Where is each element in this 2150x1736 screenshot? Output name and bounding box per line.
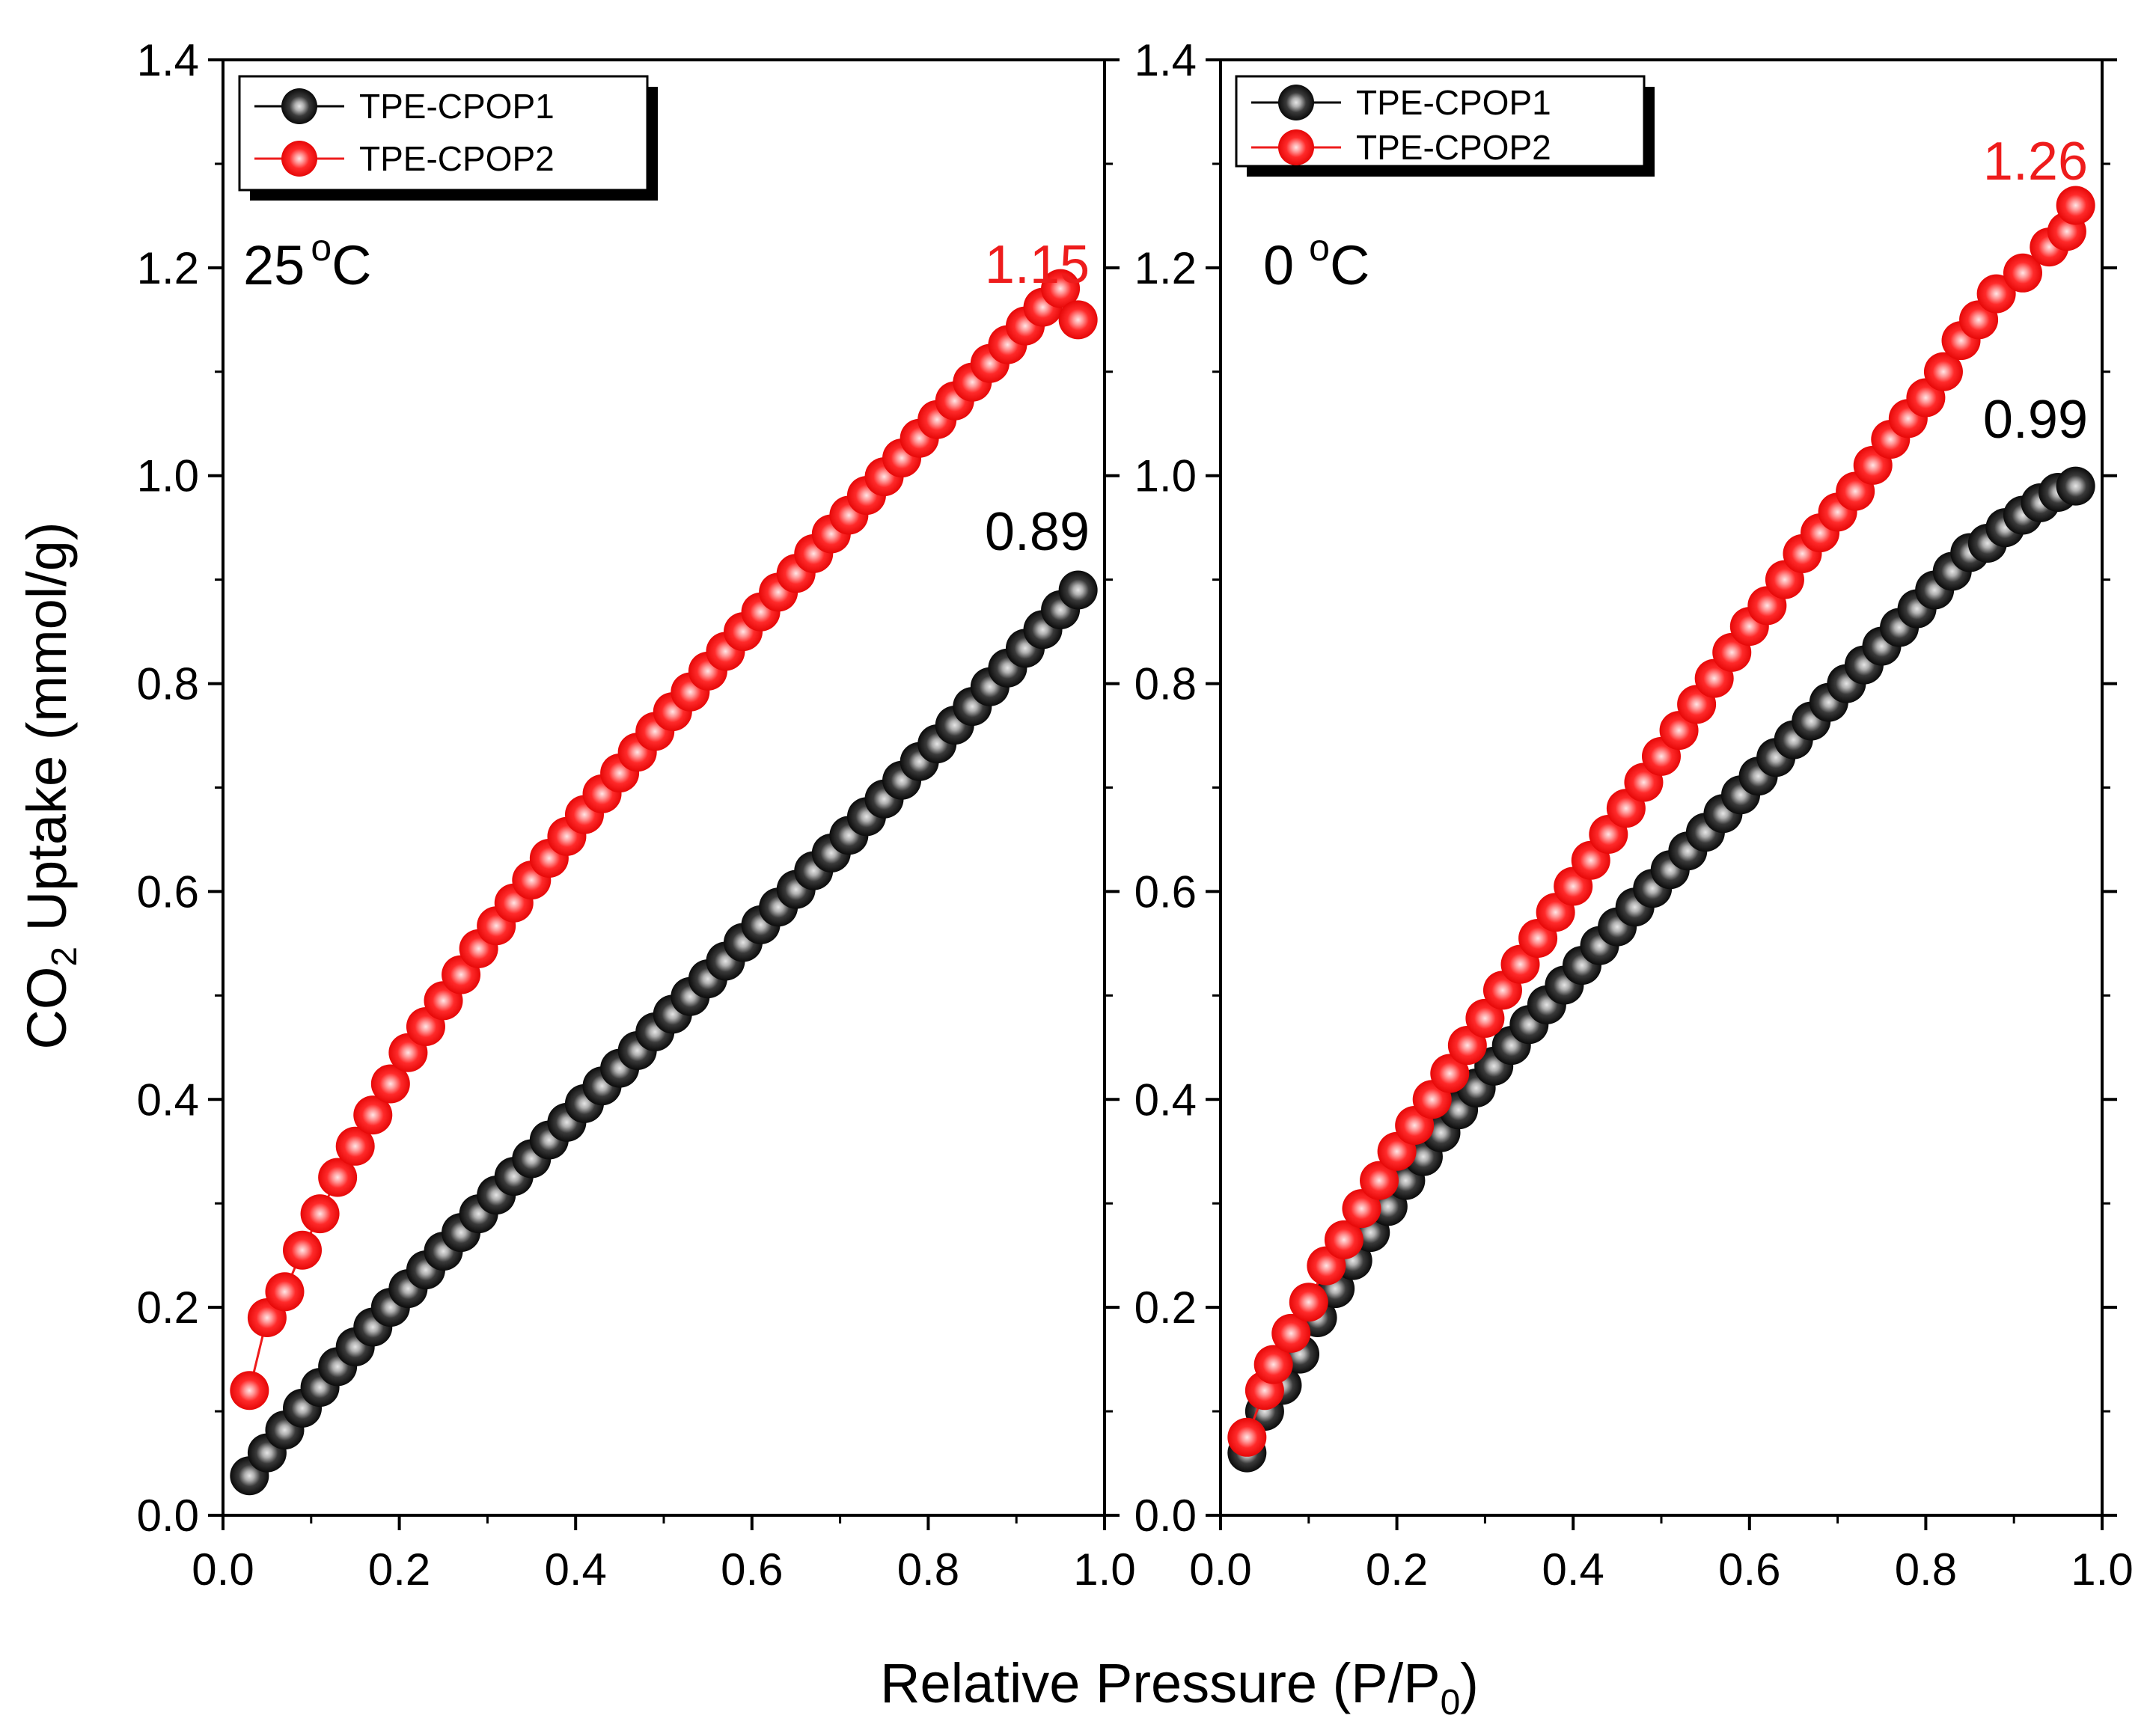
annotation-tpe-cpop2: 1.26	[1983, 132, 2088, 192]
x-tick-label: 1.0	[2071, 1544, 2133, 1595]
legend-label-tpe-cpop2: TPE-CPOP2	[1356, 128, 1551, 167]
y-tick-label: 0.6	[137, 867, 199, 917]
x-tick-label: 0.8	[1895, 1544, 1957, 1595]
series-layer	[230, 269, 1098, 1496]
data-point-tpe-cpop2	[1360, 1161, 1399, 1200]
y-tick-label: 0.8	[137, 659, 199, 709]
data-point-tpe-cpop2	[1923, 352, 1963, 391]
data-point-tpe-cpop2	[1253, 1345, 1293, 1384]
data-point-tpe-cpop2	[1342, 1189, 1381, 1229]
data-point-tpe-cpop2	[1465, 998, 1505, 1038]
y-axis-title-subscript: 2	[45, 947, 85, 967]
y-tick-label: 0.2	[1134, 1283, 1197, 1333]
legend-marker-tpe-cpop2	[1278, 129, 1314, 165]
panel-0c: 0.0 0.2 0.4 0.6 0.8 1.0 1.2 1.4 0.0 0.2 0.4 0.6 0.8…	[1134, 35, 2134, 1595]
panel-25c: 0.0 0.2 0.4 0.6 0.8 1.0 1.2 1.4 0.0 0.2 0.4 0.6 0.8…	[137, 35, 1136, 1595]
y-axis-title-text: CO	[16, 967, 78, 1050]
x-tick-label: 0.6	[1718, 1544, 1780, 1595]
legend-marker-tpe-cpop1	[1278, 85, 1314, 120]
y-tick-label: 0.0	[1134, 1491, 1197, 1541]
y-tick-label: 1.2	[137, 243, 199, 293]
x-axis-title-rest: )	[1460, 1652, 1479, 1714]
y-tick-label: 1.2	[1134, 243, 1197, 293]
x-axis-title: Relative Pressure (P/P0)	[880, 1652, 1479, 1723]
temperature-label: 25 oC	[243, 227, 372, 296]
x-tick-label: 0.4	[544, 1544, 606, 1595]
temperature-degree: o	[311, 227, 332, 269]
data-point-tpe-cpop2	[2003, 253, 2042, 293]
legend-label-tpe-cpop1: TPE-CPOP1	[359, 87, 555, 126]
x-tick-label: 0.8	[897, 1544, 959, 1595]
temperature-degree: o	[1309, 227, 1330, 269]
data-point-tpe-cpop2	[318, 1158, 358, 1197]
y-tick-label: 0.8	[1134, 659, 1197, 709]
series-layer	[1227, 186, 2095, 1473]
series-line-tpe-cpop2	[248, 287, 1079, 1391]
x-tick-label: 0.2	[368, 1544, 430, 1595]
data-point-tpe-cpop2	[1227, 1417, 1267, 1457]
y-axis-ticks: 0.0 0.2 0.4 0.6 0.8 1.0 1.2 1.4	[1134, 35, 2117, 1541]
temperature-value: 25	[243, 234, 305, 296]
y-tick-label: 0.2	[137, 1283, 199, 1333]
temperature-label: 0 oC	[1263, 227, 1369, 296]
data-point-tpe-cpop2	[300, 1194, 340, 1234]
temperature-unit: C	[1330, 234, 1369, 296]
data-point-tpe-cpop2	[230, 1371, 269, 1410]
annotation-tpe-cpop1: 0.99	[1983, 390, 2088, 450]
y-axis-title-rest: Uptake (mmol/g)	[16, 522, 78, 946]
series-line-tpe-cpop2	[1245, 205, 2077, 1438]
legend-label-tpe-cpop2: TPE-CPOP2	[359, 139, 555, 178]
x-axis-title-subscript: 0	[1441, 1683, 1461, 1723]
y-tick-label: 1.0	[1134, 451, 1197, 501]
data-point-tpe-cpop2	[1289, 1283, 1328, 1322]
x-tick-label: 0.0	[192, 1544, 254, 1595]
legend: TPE-CPOP1 TPE-CPOP2	[238, 75, 658, 201]
y-tick-label: 1.0	[137, 451, 199, 501]
x-tick-label: 0.0	[1189, 1544, 1251, 1595]
data-point-tpe-cpop2	[283, 1230, 323, 1270]
x-tick-label: 1.0	[1073, 1544, 1135, 1595]
x-tick-label: 0.2	[1366, 1544, 1428, 1595]
x-tick-label: 0.6	[721, 1544, 783, 1595]
y-tick-label: 0.6	[1134, 867, 1197, 917]
y-tick-label: 0.4	[1134, 1075, 1197, 1125]
x-axis-title-text: Relative Pressure (P/P	[880, 1652, 1441, 1714]
data-point-tpe-cpop2	[1271, 1313, 1311, 1353]
x-tick-label: 0.4	[1542, 1544, 1604, 1595]
data-point-tpe-cpop2	[370, 1064, 410, 1104]
data-point-tpe-cpop2	[1041, 269, 1081, 308]
data-point-tpe-cpop2	[353, 1095, 393, 1135]
legend: TPE-CPOP1 TPE-CPOP2	[1235, 75, 1655, 177]
legend-marker-tpe-cpop1	[281, 88, 317, 124]
data-point-tpe-cpop1	[2056, 466, 2095, 506]
y-tick-label: 1.4	[1134, 35, 1197, 85]
data-point-tpe-cpop2	[2056, 186, 2095, 225]
temperature-value: 0	[1263, 234, 1294, 296]
y-tick-label: 1.4	[137, 35, 199, 85]
x-axis-ticks: 0.0 0.2 0.4 0.6 0.8 1.0	[192, 1515, 1136, 1595]
x-axis-ticks: 0.0 0.2 0.4 0.6 0.8 1.0	[1189, 1515, 2134, 1595]
y-tick-label: 0.0	[137, 1491, 199, 1541]
data-point-tpe-cpop2	[1058, 300, 1098, 340]
data-point-tpe-cpop2	[265, 1272, 305, 1312]
data-point-tpe-cpop2	[335, 1126, 375, 1166]
y-tick-label: 0.4	[137, 1075, 199, 1125]
data-point-tpe-cpop2	[1430, 1054, 1470, 1093]
data-point-tpe-cpop2	[1976, 274, 2016, 314]
legend-label-tpe-cpop1: TPE-CPOP1	[1356, 83, 1551, 122]
series-line-tpe-cpop1	[1245, 485, 2077, 1454]
y-axis-title: CO2 Uptake (mmol/g)	[16, 522, 85, 1049]
annotation-tpe-cpop2: 1.15	[985, 235, 1090, 295]
legend-marker-tpe-cpop2	[281, 141, 317, 177]
y-axis-ticks: 0.0 0.2 0.4 0.6 0.8 1.0 1.2 1.4	[137, 35, 1120, 1541]
temperature-unit: C	[332, 234, 371, 296]
data-point-tpe-cpop2	[1324, 1220, 1363, 1259]
annotation-tpe-cpop1: 0.89	[985, 502, 1090, 562]
data-point-tpe-cpop1	[1058, 570, 1098, 610]
